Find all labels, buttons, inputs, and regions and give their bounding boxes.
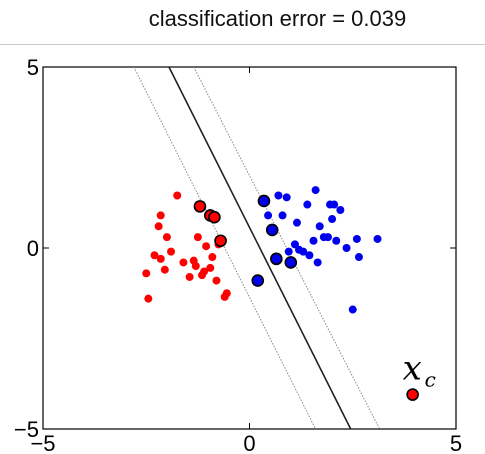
decision-boundary — [168, 66, 352, 430]
test-point-label: x — [403, 349, 422, 389]
blue-point — [292, 218, 301, 227]
y-tick-label: 5 — [27, 55, 39, 80]
blue-point — [305, 251, 314, 260]
blue-point — [295, 245, 304, 254]
blue-point — [332, 236, 341, 245]
blue-point — [303, 200, 312, 209]
red-point — [156, 254, 165, 263]
blue-point — [278, 211, 287, 220]
blue-point — [330, 200, 339, 209]
red-point — [212, 276, 221, 285]
red-point — [156, 211, 165, 220]
red-point — [200, 267, 209, 276]
blue-point — [313, 258, 322, 267]
blue-point — [315, 222, 324, 231]
red-point — [179, 258, 188, 267]
red-point — [154, 222, 163, 231]
red-point — [173, 191, 182, 200]
red-point — [160, 265, 169, 274]
red-point — [191, 262, 200, 271]
red-point — [142, 269, 151, 278]
margin-line — [193, 66, 381, 430]
red-point — [222, 289, 231, 298]
blue-point — [284, 247, 293, 256]
blue-support-vector — [284, 256, 298, 269]
red-point — [150, 251, 159, 260]
blue-point — [319, 233, 328, 242]
test-point-label-subscript: c — [425, 368, 436, 392]
blue-support-vector — [270, 252, 283, 266]
x-tick-label: 0 — [243, 431, 255, 454]
test-point — [406, 388, 419, 401]
blue-point — [309, 236, 318, 245]
blue-point — [354, 253, 363, 262]
blue-point — [336, 205, 345, 214]
blue-point — [264, 211, 273, 220]
title-divider — [0, 44, 485, 45]
red-point — [208, 253, 217, 262]
blue-support-vector — [257, 194, 271, 208]
red-support-vector — [208, 210, 221, 224]
blue-point — [282, 193, 291, 202]
red-support-vector — [214, 234, 227, 248]
x-tick-label: −5 — [30, 431, 55, 454]
red-point — [193, 233, 202, 242]
red-point — [202, 242, 211, 251]
blue-point — [352, 234, 361, 243]
blue-point — [373, 234, 382, 243]
red-support-vector — [193, 200, 207, 213]
red-point — [167, 247, 176, 256]
blue-point — [274, 191, 283, 200]
red-point — [162, 233, 171, 242]
blue-point — [328, 215, 337, 224]
blue-point — [342, 244, 351, 252]
blue-support-vector — [265, 223, 279, 237]
red-point — [206, 263, 215, 272]
blue-point — [290, 240, 299, 249]
y-tick-label: −5 — [14, 417, 39, 442]
red-point — [185, 272, 194, 281]
chart-title: classification error = 0.039 — [148, 6, 407, 31]
blue-point — [348, 305, 357, 314]
plot-area — [42, 66, 457, 430]
blue-support-vector — [251, 274, 265, 287]
y-tick-label: 0 — [27, 236, 39, 261]
red-point — [144, 294, 153, 303]
x-tick-label: 5 — [450, 431, 462, 454]
blue-point — [311, 186, 320, 195]
